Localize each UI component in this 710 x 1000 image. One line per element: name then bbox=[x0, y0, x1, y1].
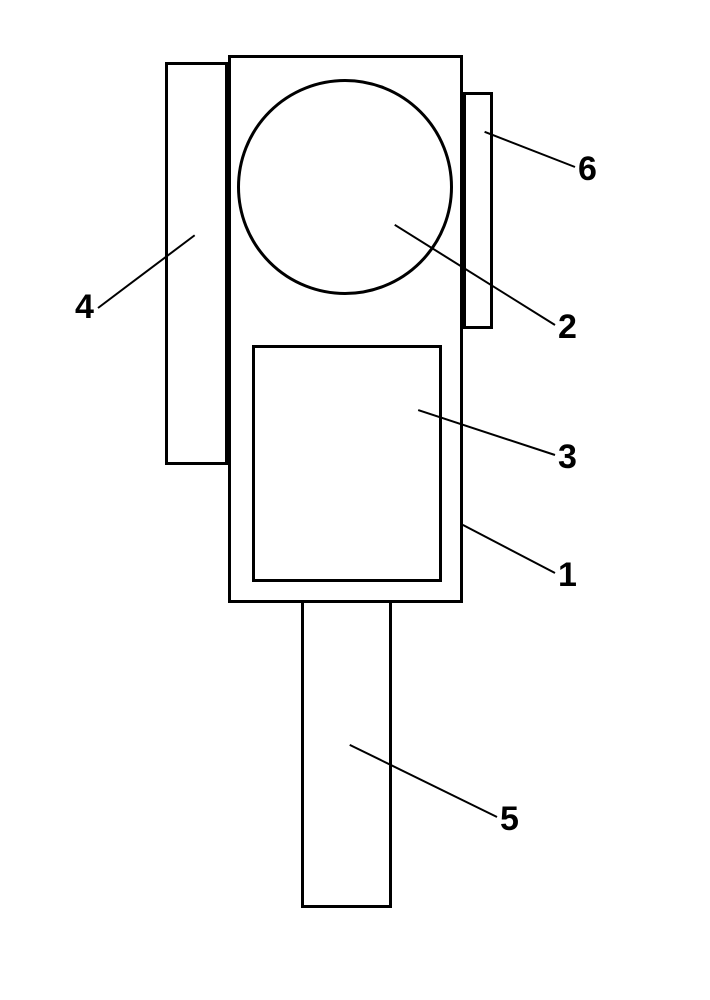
label-6: 6 bbox=[578, 150, 597, 189]
diagram-container: 1 2 3 4 5 6 bbox=[0, 0, 710, 1000]
label-2: 2 bbox=[558, 308, 577, 347]
handle-shape bbox=[301, 603, 392, 908]
label-5: 5 bbox=[500, 800, 519, 839]
label-4: 4 bbox=[75, 288, 94, 327]
leader-line-1 bbox=[463, 524, 556, 574]
inner-rect-shape bbox=[252, 345, 442, 582]
right-tab-shape bbox=[463, 92, 493, 329]
circle-shape bbox=[237, 79, 453, 295]
leader-line-6 bbox=[485, 131, 576, 168]
label-3: 3 bbox=[558, 438, 577, 477]
left-panel-shape bbox=[165, 62, 228, 465]
label-1: 1 bbox=[558, 556, 577, 595]
